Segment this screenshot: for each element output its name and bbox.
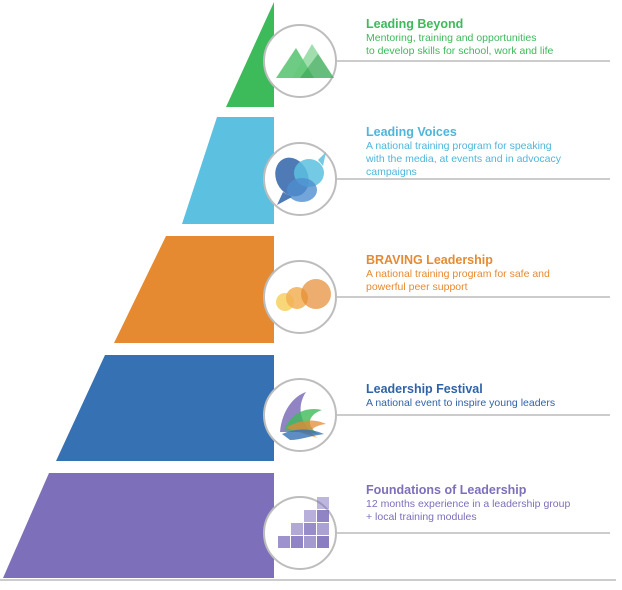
tier-1-desc-line-1: Mentoring, training and opportunities: [366, 32, 537, 44]
tier-3-title: BRAVING Leadership: [366, 253, 493, 267]
tier-2-desc-line-2: with the media, at events and in advocac…: [366, 153, 561, 165]
tier-4-text: Leadership Festival A national event to …: [366, 382, 616, 410]
tier-4-band: [56, 355, 274, 461]
tier-4-desc-line-1: A national event to inspire young leader…: [366, 397, 556, 409]
tier-1-title: Leading Beyond: [366, 17, 464, 31]
tier-2-band: [182, 117, 274, 224]
tier-1-band: [226, 2, 274, 107]
tier-5-desc-line-1: 12 months experience in a leadership gro…: [366, 498, 571, 510]
tier-1-text: Leading Beyond Mentoring, training and o…: [366, 17, 616, 58]
tier-4-title: Leadership Festival: [366, 382, 483, 396]
tier-3-desc-line-2: powerful peer support: [366, 281, 468, 293]
waves-icon: [280, 392, 326, 440]
tier-3-desc-line-1: A national training program for safe and: [366, 268, 550, 280]
tier-5-title: Foundations of Leadership: [366, 483, 527, 497]
mountains-icon: [276, 44, 334, 78]
circles-icon: [276, 279, 331, 311]
blocks-icon: [278, 497, 329, 548]
tier-3-text: BRAVING Leadership A national training p…: [366, 253, 616, 294]
tier-5-desc-line-2: + local training modules: [366, 511, 477, 523]
tier-3-band: [114, 236, 274, 343]
tier-5-text: Foundations of Leadership 12 months expe…: [366, 483, 616, 524]
tier-2-desc-line-1: A national training program for speaking: [366, 140, 552, 152]
tier-2-text: Leading Voices A national training progr…: [366, 125, 616, 179]
tier-2-title: Leading Voices: [366, 125, 457, 139]
tier-1-desc-line-2: to develop skills for school, work and l…: [366, 45, 554, 57]
tier-2-desc-line-3: campaigns: [366, 166, 417, 178]
tier-5-band: [3, 473, 274, 578]
speech-bubbles-icon: [275, 152, 326, 205]
